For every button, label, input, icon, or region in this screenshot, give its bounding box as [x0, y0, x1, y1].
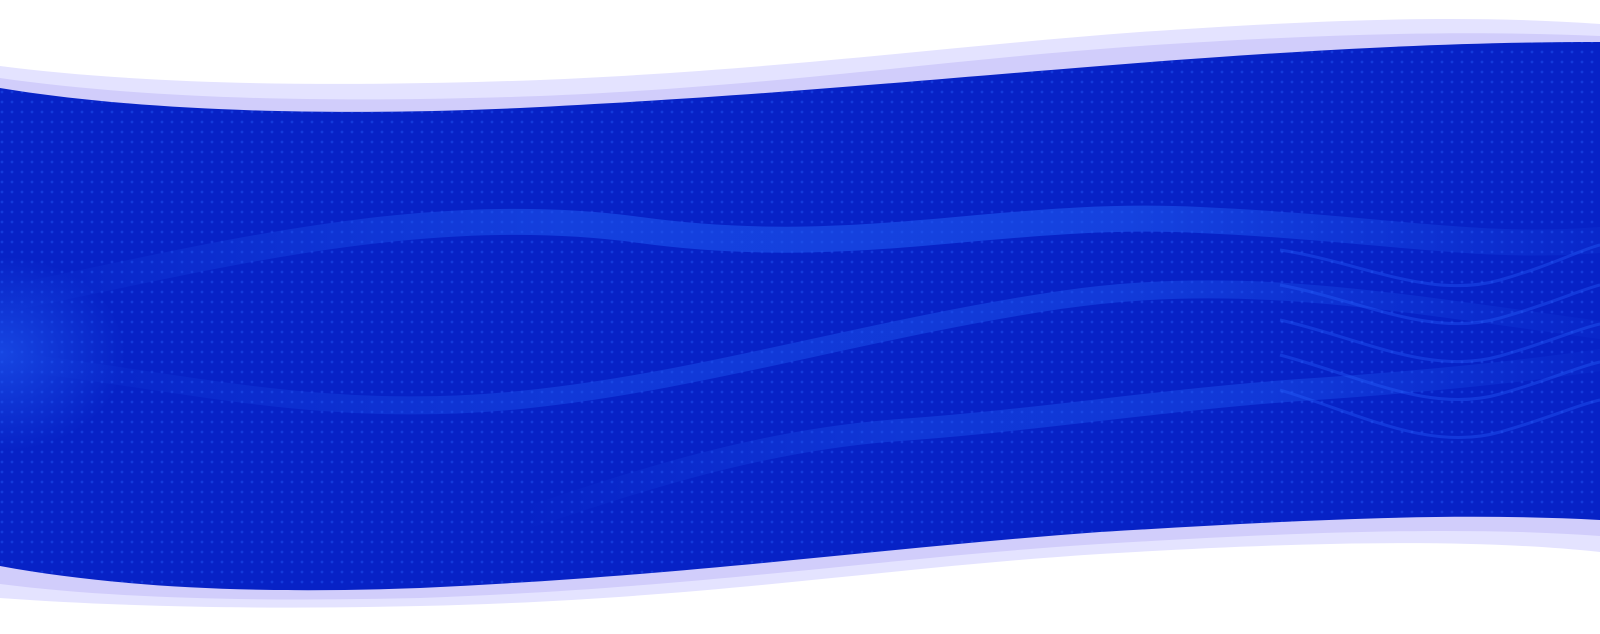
decorative-wave-banner: [0, 0, 1600, 634]
banner-graphic: [0, 0, 1600, 634]
